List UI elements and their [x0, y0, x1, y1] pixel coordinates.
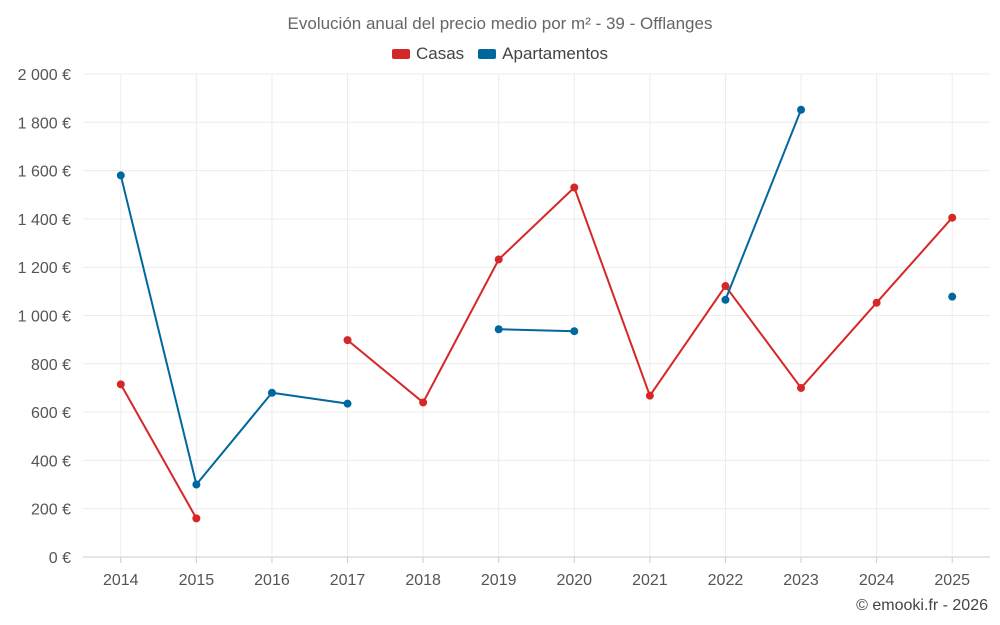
- y-tick-label: 1 400 €: [18, 212, 71, 229]
- data-point-casas-2018: [419, 398, 428, 407]
- y-tick-label: 0 €: [49, 550, 71, 567]
- y-tick-label: 800 €: [31, 357, 71, 374]
- legend: Casas Apartamentos: [0, 44, 1000, 64]
- data-point-casas-2023: [797, 383, 806, 392]
- y-tick-label: 400 €: [31, 453, 71, 470]
- x-tick-label: 2022: [708, 572, 744, 589]
- data-point-casas-2020: [570, 183, 579, 192]
- series-segment-casas: [422, 258, 500, 404]
- data-point-apartamentos-2025: [948, 292, 957, 301]
- data-point-casas-2015: [192, 514, 201, 523]
- x-tick-label: 2025: [934, 572, 970, 589]
- data-point-casas-2019: [494, 255, 503, 264]
- series-segment-casas: [497, 186, 576, 261]
- x-tick-label: 2016: [254, 572, 290, 589]
- data-point-apartamentos-2015: [192, 480, 201, 489]
- x-tick-label: 2019: [481, 572, 517, 589]
- x-tick-label: 2023: [783, 572, 819, 589]
- data-point-apartamentos-2019: [494, 325, 503, 334]
- series-segment-apartamentos: [497, 328, 576, 333]
- legend-item-apartamentos[interactable]: Apartamentos: [478, 44, 608, 64]
- legend-label-apartamentos: Apartamentos: [502, 44, 609, 63]
- data-point-casas-2021: [645, 391, 654, 400]
- y-tick-label: 1 800 €: [18, 115, 71, 132]
- series-segment-apartamentos: [270, 391, 349, 405]
- y-tick-label: 1 600 €: [18, 164, 71, 181]
- x-tick-label: 2024: [859, 572, 895, 589]
- legend-swatch-casas: [391, 49, 410, 59]
- y-tick-label: 1 200 €: [18, 260, 71, 277]
- y-tick-label: 200 €: [31, 502, 71, 519]
- data-point-apartamentos-2022: [721, 295, 730, 304]
- y-tick-label: 600 €: [31, 405, 71, 422]
- x-tick-label: 2020: [556, 572, 592, 589]
- y-tick-label: 1 000 €: [18, 309, 71, 326]
- data-point-apartamentos-2023: [797, 105, 806, 114]
- y-tick-label: 2 000 €: [18, 67, 71, 84]
- data-point-casas-2025: [948, 213, 957, 222]
- credit: © emooki.fr - 2026: [856, 597, 988, 614]
- x-tick-label: 2018: [405, 572, 441, 589]
- series-segment-casas: [119, 383, 198, 520]
- data-point-apartamentos-2020: [570, 327, 579, 336]
- x-tick-label: 2017: [330, 572, 366, 589]
- data-point-casas-2022: [721, 282, 730, 291]
- data-point-casas-2017: [343, 336, 352, 345]
- series-segment-casas: [724, 285, 803, 389]
- data-point-apartamentos-2014: [116, 171, 125, 180]
- data-point-apartamentos-2016: [267, 388, 276, 397]
- series-segment-apartamentos: [724, 108, 803, 301]
- legend-label-casas: Casas: [415, 44, 465, 63]
- legend-item-casas[interactable]: Casas: [391, 44, 465, 64]
- series-segment-casas: [346, 339, 425, 404]
- legend-swatch-apartamentos: [478, 49, 497, 59]
- series-segment-casas: [875, 216, 954, 304]
- x-tick-label: 2014: [103, 572, 139, 589]
- series-segment-casas: [800, 301, 878, 389]
- x-tick-label: 2015: [179, 572, 215, 589]
- series-segment-casas: [573, 186, 651, 397]
- series-segment-apartamentos: [119, 174, 198, 486]
- series-segment-apartamentos: [195, 391, 273, 486]
- chart-title: Evolución anual del precio medio por m² …: [287, 14, 713, 33]
- data-point-casas-2024: [872, 298, 881, 307]
- data-point-apartamentos-2017: [343, 399, 352, 408]
- series-segment-casas: [648, 285, 727, 397]
- data-point-casas-2014: [116, 380, 125, 389]
- x-tick-label: 2021: [632, 572, 668, 589]
